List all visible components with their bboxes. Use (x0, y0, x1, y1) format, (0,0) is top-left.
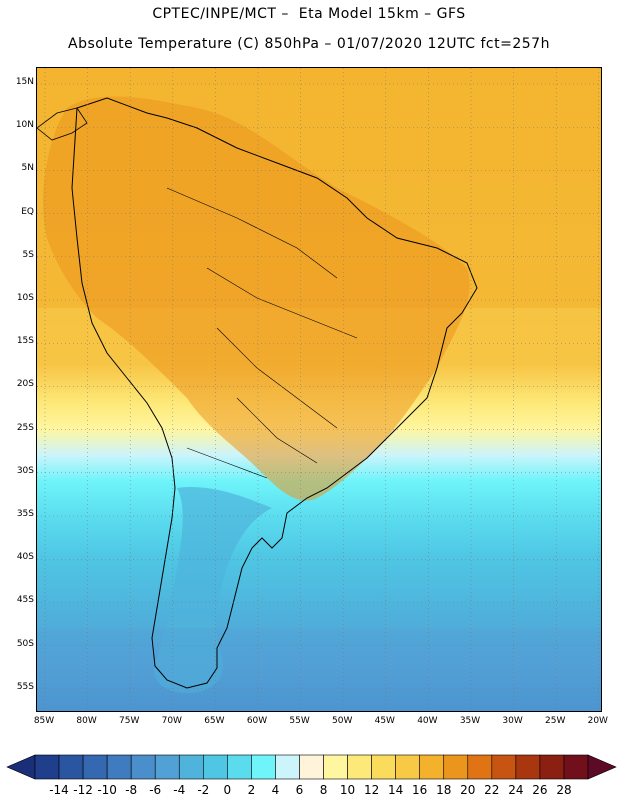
colorbar-swatch (491, 754, 517, 780)
central-america-outline (37, 107, 88, 141)
colorbar-swatch (130, 754, 156, 780)
lat-label: 10N (15, 120, 34, 131)
colorbar-tick-label: -12 (73, 783, 93, 797)
colorbar-tick-label: 12 (363, 783, 380, 797)
lon-label: 30W (502, 716, 523, 726)
colorbar-swatch (563, 754, 589, 780)
colorbar-swatch (154, 754, 180, 780)
colorbar-right-arrow (587, 754, 617, 780)
colorbar-swatch (58, 754, 84, 780)
lat-label: 45S (16, 595, 34, 606)
colorbar-swatch (371, 754, 396, 780)
colorbar-tick-label: 4 (271, 783, 280, 797)
south-america-outline (71, 97, 478, 689)
colorbar-tick-label: 8 (319, 783, 328, 797)
lat-label: 10S (16, 293, 34, 303)
colorbar-swatch (515, 754, 541, 780)
temperature-map (36, 67, 602, 712)
lat-label: 55S (16, 681, 34, 692)
colorbar-tick-label: 20 (460, 783, 476, 797)
lat-label: 15N (15, 77, 34, 87)
colorbar-swatch (539, 754, 565, 780)
colorbar-tick-label: 22 (484, 783, 500, 797)
color-scale-bar (6, 754, 617, 780)
colorbar-swatch (178, 754, 204, 780)
lon-label: 35W (459, 716, 481, 726)
lat-label: 25S (16, 422, 34, 433)
country-borders (166, 187, 358, 479)
colorbar-tick-label: -2 (197, 783, 210, 797)
chart-subtitle: Absolute Temperature (C) 850hPa – 01/07/… (68, 36, 550, 52)
colorbar-swatch (299, 754, 324, 780)
colorbar-swatch (419, 754, 445, 780)
colorbar-tick-label: 0 (223, 783, 232, 797)
colorbar-tick-label: 24 (508, 783, 524, 797)
lon-label: 40W (417, 716, 438, 726)
colorbar-swatch (251, 754, 276, 780)
colorbar-swatch (275, 754, 300, 780)
colorbar-tick-label: 18 (436, 783, 452, 797)
chart-title: CPTEC/INPE/MCT – Eta Model 15km – GFS (152, 6, 466, 22)
colorbar-swatch (34, 754, 60, 780)
lon-label: 70W (161, 716, 182, 726)
colorbar-swatch (395, 754, 420, 780)
lat-label: 15S (16, 336, 34, 347)
colorbar-tick-label: 28 (556, 783, 572, 797)
continent-warm-region (43, 96, 470, 501)
lon-label: 55W (289, 716, 310, 726)
colorbar-tick-label: -10 (97, 783, 117, 797)
southern-ocean-cold (37, 628, 601, 711)
colorbar-swatch (203, 754, 228, 780)
lat-label: 5N (21, 163, 34, 174)
lat-label: 30S (16, 465, 34, 476)
lon-label: 20W (587, 716, 608, 726)
lat-label: 20S (16, 379, 34, 390)
lon-label: 65W (204, 716, 225, 726)
colorbar-tick-label: -6 (149, 783, 162, 797)
colorbar-tick-label: -8 (125, 783, 138, 797)
lat-label: 5S (22, 249, 34, 260)
colorbar-tick-label: -14 (49, 783, 69, 797)
colorbar-tick-label: -4 (173, 783, 186, 797)
lon-label: 80W (76, 716, 97, 726)
colorbar-swatch (106, 754, 132, 780)
colorbar-swatch (347, 754, 372, 780)
colorbar-tick-label: 16 (412, 783, 428, 797)
lat-label: 40S (16, 552, 34, 563)
lat-label: 50S (16, 638, 34, 649)
lon-label: 50W (332, 716, 353, 726)
colorbar-tick-label: 10 (339, 783, 356, 797)
colorbar-swatch (467, 754, 493, 780)
lon-label: 75W (119, 716, 140, 726)
colorbar-tick-label: 2 (247, 783, 256, 797)
lon-label: 60W (246, 716, 268, 726)
southern-cone-cold-region (153, 487, 272, 693)
colorbar-swatch (323, 754, 348, 780)
colorbar-tick-label: 6 (295, 783, 304, 797)
colorbar-tick-label: 26 (532, 783, 548, 797)
lon-label: 45W (374, 716, 395, 726)
lat-label: 35S (16, 509, 34, 519)
colorbar-left-arrow (6, 754, 36, 780)
colorbar-tick-label: 14 (388, 783, 404, 797)
lon-label: 25W (545, 716, 566, 726)
colorbar-swatch (227, 754, 252, 780)
colorbar-swatch (443, 754, 469, 780)
lat-label: EQ (21, 206, 34, 217)
lon-label: 85W (33, 716, 55, 726)
colorbar-swatch (82, 754, 108, 780)
